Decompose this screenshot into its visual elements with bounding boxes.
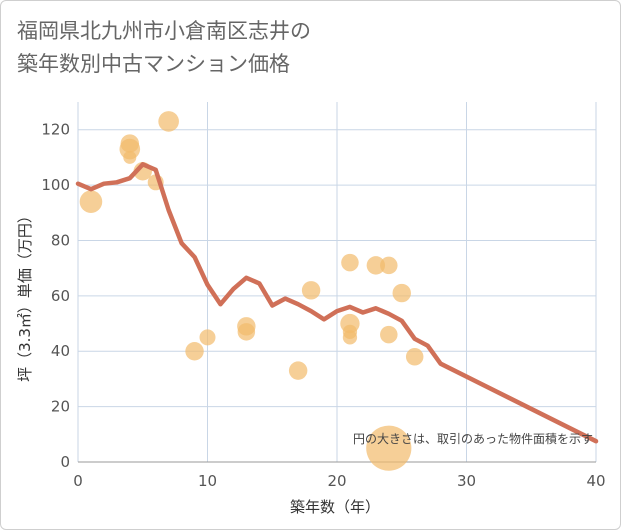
data-bubble xyxy=(366,256,386,275)
average-price-line xyxy=(75,162,599,444)
data-bubble xyxy=(79,190,103,213)
y-tick-label: 0 xyxy=(60,453,70,471)
chart-title-line-1: 福岡県北九州市小倉南区志井の xyxy=(17,19,311,43)
data-bubble xyxy=(123,150,137,164)
data-bubble xyxy=(405,348,424,366)
x-tick-label: 0 xyxy=(73,472,83,490)
y-tick-label: 20 xyxy=(51,398,70,416)
data-bubble xyxy=(341,253,359,272)
x-tick-label: 10 xyxy=(198,472,217,490)
y-tick-label: 80 xyxy=(51,231,70,249)
y-tick-label: 40 xyxy=(51,342,70,360)
data-bubble xyxy=(237,323,256,341)
x-axis-label: 築年数（年） xyxy=(290,498,380,516)
y-tick-label: 120 xyxy=(41,121,70,139)
data-bubble xyxy=(199,329,216,346)
data-bubble xyxy=(366,425,412,471)
bubble-layer xyxy=(79,111,424,471)
data-bubble xyxy=(301,281,321,300)
tick-label-layer: 0 20 40 60 80 100 120 0 10 20 30 40 xyxy=(41,121,605,490)
data-bubble xyxy=(380,325,398,344)
data-bubble xyxy=(342,330,358,345)
trend-line-layer xyxy=(75,162,599,444)
x-tick-label: 20 xyxy=(327,472,346,490)
chart-title-line-2: 築年数別中古マンション価格 xyxy=(17,52,290,76)
x-tick-label: 40 xyxy=(586,472,605,490)
x-tick-label: 30 xyxy=(457,472,476,490)
y-tick-label: 60 xyxy=(51,287,70,305)
data-bubble xyxy=(380,256,398,275)
data-bubble xyxy=(158,111,179,132)
y-axis-label: 坪（3.3㎡）単価（万円） xyxy=(16,208,34,382)
data-bubble xyxy=(185,342,204,361)
data-bubble xyxy=(392,283,411,303)
bubble-size-note: 円の大きさは、取引のあった物件面積を示す xyxy=(353,431,593,446)
chart-title: 福岡県北九州市小倉南区志井の 築年数別中古マンション価格 xyxy=(17,15,311,81)
grid-layer xyxy=(77,102,597,463)
y-tick-label: 100 xyxy=(41,176,70,194)
data-bubble xyxy=(288,361,308,380)
